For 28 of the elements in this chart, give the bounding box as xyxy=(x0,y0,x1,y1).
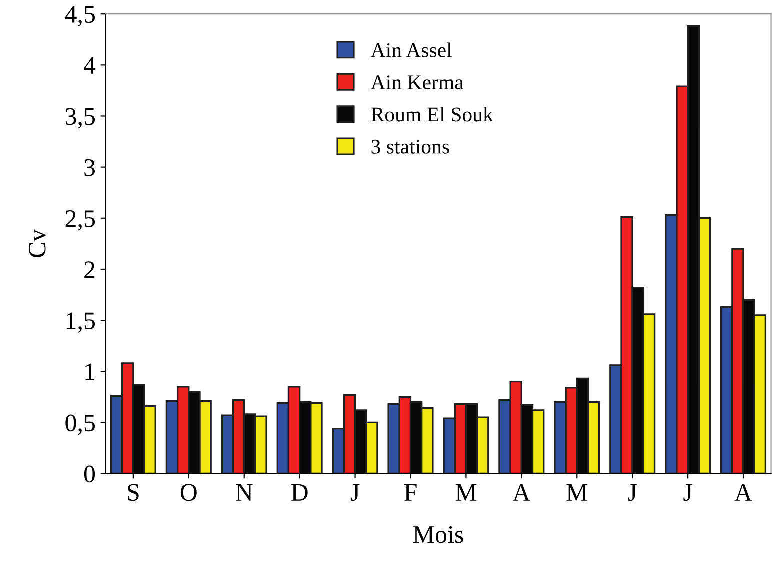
x-tick-label: A xyxy=(734,484,752,501)
y-tick-label: 2,5 xyxy=(66,210,96,231)
y-tick-label: 2 xyxy=(84,262,95,278)
y-tick-label: 4,5 xyxy=(65,6,96,27)
x-tick-label: M xyxy=(456,484,477,501)
legend-label: Ain Kerma xyxy=(370,76,464,90)
x-tick-label: F xyxy=(404,484,417,501)
x-tick-label: J xyxy=(350,484,360,502)
y-tick-label: 3 xyxy=(84,159,96,176)
x-tick-label: J xyxy=(628,484,637,502)
y-axis-title: Cv xyxy=(28,229,46,258)
y-tick-label: 0,5 xyxy=(66,414,96,436)
x-tick-label: A xyxy=(512,484,531,501)
x-tick-label: O xyxy=(180,484,197,502)
legend-label: Ain Assel xyxy=(370,42,452,58)
x-tick-label: M xyxy=(566,484,588,501)
x-tick-label: J xyxy=(684,484,692,502)
y-tick-label: 0 xyxy=(84,466,96,483)
y-tick-label: 1 xyxy=(86,364,94,380)
y-tick-label: 4 xyxy=(84,57,96,74)
x-axis-title: Mois xyxy=(413,526,464,544)
y-tick-label: 1,5 xyxy=(66,312,96,334)
y-tick-label: 3,5 xyxy=(66,108,96,129)
x-tick-label: D xyxy=(292,484,308,501)
x-tick-label: S xyxy=(128,484,139,502)
legend-label: 3 stations xyxy=(372,140,450,154)
legend-label: Roum El Souk xyxy=(371,107,494,122)
x-tick-label: N xyxy=(236,484,253,501)
